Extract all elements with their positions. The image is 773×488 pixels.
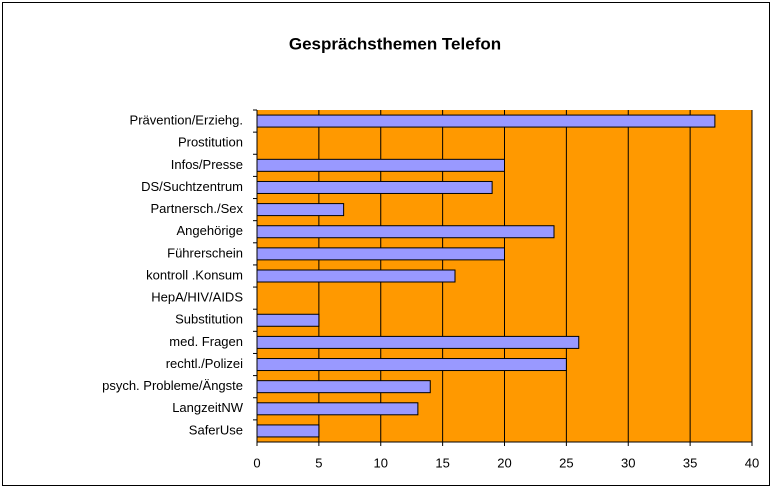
bar bbox=[256, 225, 555, 239]
chart-title: Gesprächsthemen Telefon bbox=[289, 34, 501, 53]
y-tick-label: Angehörige bbox=[177, 223, 244, 238]
y-tick-label: Führerschein bbox=[167, 245, 243, 260]
y-tick-label: rechtl./Polizei bbox=[166, 356, 243, 371]
bar bbox=[256, 424, 320, 438]
y-tick-label: psych. Probleme/Ängste bbox=[102, 378, 243, 393]
y-tick-label: DS/Suchtzentrum bbox=[141, 179, 243, 194]
bar bbox=[256, 158, 505, 172]
bar bbox=[256, 269, 456, 283]
y-tick-label: LangzeitNW bbox=[172, 400, 244, 415]
y-tick-label: med. Fragen bbox=[169, 334, 243, 349]
bar bbox=[256, 203, 345, 217]
y-tick-label: Infos/Presse bbox=[171, 157, 243, 172]
x-tick-label: 5 bbox=[315, 455, 322, 470]
y-tick-label: HepA/HIV/AIDS bbox=[151, 290, 243, 305]
x-tick-label: 35 bbox=[683, 455, 697, 470]
x-tick-label: 0 bbox=[253, 455, 260, 470]
x-tick-label: 30 bbox=[621, 455, 635, 470]
bar bbox=[256, 313, 320, 327]
x-tick-label: 10 bbox=[374, 455, 388, 470]
bar bbox=[256, 380, 431, 394]
x-tick-label: 25 bbox=[559, 455, 573, 470]
y-tick-label: kontroll .Konsum bbox=[146, 267, 243, 282]
x-tick-label: 40 bbox=[745, 455, 759, 470]
bar bbox=[256, 335, 580, 349]
y-tick-label: Substitution bbox=[175, 312, 243, 327]
y-tick-label: SaferUse bbox=[189, 422, 243, 437]
bar bbox=[256, 247, 505, 261]
bar bbox=[256, 402, 419, 416]
y-tick-label: Prävention/Erziehg. bbox=[130, 113, 243, 128]
bar bbox=[256, 358, 567, 372]
bar bbox=[256, 114, 716, 128]
x-tick-label: 15 bbox=[435, 455, 449, 470]
bar bbox=[256, 180, 493, 194]
y-tick-label: Prostitution bbox=[178, 135, 243, 150]
x-tick-label: 20 bbox=[497, 455, 511, 470]
y-tick-label: Partnersch./Sex bbox=[151, 201, 244, 216]
